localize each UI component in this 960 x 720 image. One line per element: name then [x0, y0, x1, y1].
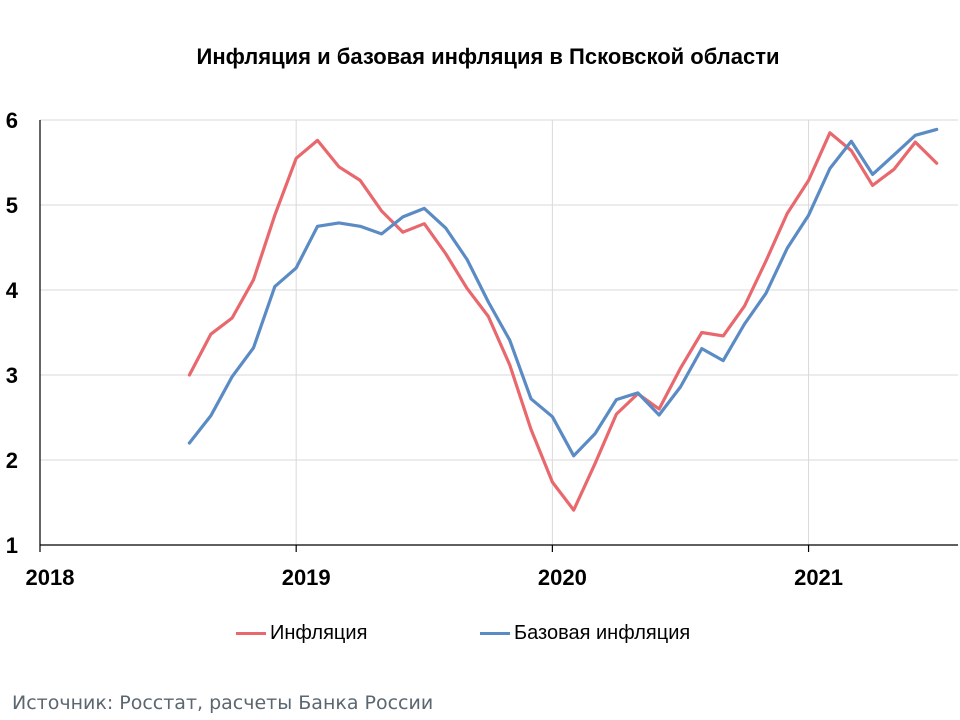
line-chart: 1 2 3 4 5 6 2018 2019 2020 2021 [6, 108, 958, 590]
series-lines [187, 127, 939, 512]
legend-item-core-inflation[interactable]: Базовая инфляция [480, 622, 690, 645]
y-tick-label: 4 [6, 278, 19, 303]
x-tick-label: 2020 [538, 565, 587, 590]
y-tick-label: 6 [6, 108, 18, 133]
legend-swatch-inflation [236, 632, 266, 635]
x-tick-label: 2019 [282, 565, 331, 590]
legend-swatch-core-inflation [480, 632, 510, 635]
legend-item-inflation[interactable]: Инфляция [236, 622, 367, 645]
y-tick-label: 5 [6, 193, 18, 218]
source-note: Источник: Росстат, расчеты Банка России [12, 692, 434, 714]
y-tick-label: 2 [6, 448, 18, 473]
x-tick-label: 2018 [26, 565, 75, 590]
x-tick-label: 2021 [794, 565, 843, 590]
legend: Инфляция Базовая инфляция [0, 622, 960, 652]
axes [39, 120, 958, 552]
series-line-inflation [187, 131, 939, 512]
legend-label-inflation: Инфляция [270, 622, 368, 644]
gridlines [40, 119, 958, 545]
chart-title: Инфляция и базовая инфляция в Псковской … [196, 44, 780, 69]
series-line-core-inflation [187, 127, 939, 458]
y-tick-label: 3 [6, 363, 18, 388]
y-tick-label: 1 [6, 533, 18, 558]
tick-labels: 1 2 3 4 5 6 2018 2019 2020 2021 [6, 108, 843, 590]
legend-label-core-inflation: Базовая инфляция [514, 622, 691, 644]
